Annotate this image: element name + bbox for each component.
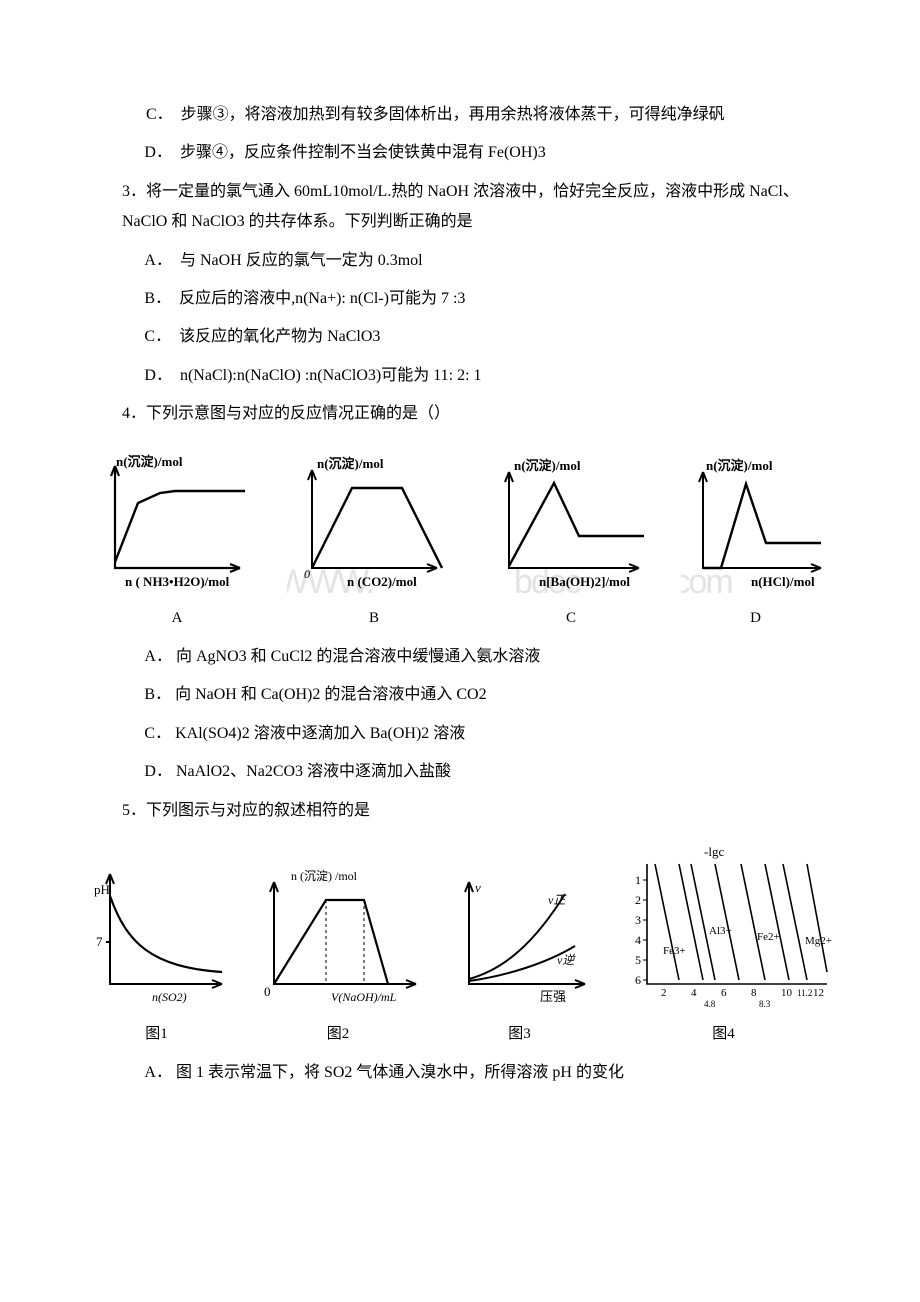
svg-text:5: 5 bbox=[635, 953, 641, 967]
svg-text:7: 7 bbox=[96, 934, 103, 949]
svg-text:10: 10 bbox=[781, 987, 793, 999]
q3-stem: 3．将一定量的氯气通入 60mL10mol/L.热的 NaOH 浓溶液中，恰好完… bbox=[90, 177, 830, 238]
q4-option-c: C． KAl(SO4)2 溶液中逐滴加入 Ba(OH)2 溶液 bbox=[90, 719, 830, 749]
svg-text:-lgc: -lgc bbox=[704, 844, 724, 859]
q4-chart-b-cap: B bbox=[369, 604, 379, 633]
q4-chart-d-cap: D bbox=[750, 604, 761, 633]
q4-option-a: A． 向 AgNO3 和 CuCl2 的混合溶液中缓慢通入氨水溶液 bbox=[90, 642, 830, 672]
q5-chart-row: pH 7 n(SO2) 图1 n (沉淀) /mol 0 V(NaOH)/mL … bbox=[90, 844, 830, 1049]
q4-chart-c: n(沉淀)/mol bdoc n[Ba(OH)2]/mol bbox=[484, 448, 659, 598]
svg-text:Fe3+: Fe3+ bbox=[663, 945, 686, 957]
q4-chart-d: n(沉淀)/mol x.com n(HCl)/mol bbox=[681, 448, 831, 598]
svg-text:v: v bbox=[475, 880, 481, 895]
q4-chart-a: n(沉淀)/mol n ( NH3•H2O)/mol bbox=[90, 448, 265, 598]
svg-text:n(SO2): n(SO2) bbox=[152, 990, 187, 1004]
q4-chart-a-cap: A bbox=[172, 604, 183, 633]
svg-text:n ( NH3•H2O)/mol: n ( NH3•H2O)/mol bbox=[125, 574, 230, 589]
svg-text:8: 8 bbox=[751, 987, 757, 999]
svg-text:4.8: 4.8 bbox=[704, 999, 716, 1009]
svg-text:2: 2 bbox=[661, 987, 667, 999]
q4-option-d: D． NaAlO2、Na2CO3 溶液中逐滴加入盐酸 bbox=[90, 757, 830, 787]
svg-text:8.3: 8.3 bbox=[759, 999, 771, 1009]
svg-text:n(沉淀)/mol: n(沉淀)/mol bbox=[317, 456, 384, 471]
svg-text:Fe2+: Fe2+ bbox=[757, 931, 780, 943]
q5-option-a: A． 图 1 表示常温下，将 SO2 气体通入溴水中，所得溶液 pH 的变化 bbox=[90, 1058, 830, 1088]
svg-text:12: 12 bbox=[813, 987, 824, 999]
svg-text:n(沉淀)/mol: n(沉淀)/mol bbox=[514, 458, 581, 473]
svg-text:v逆: v逆 bbox=[557, 953, 576, 967]
q5-chart-1: pH 7 n(SO2) bbox=[82, 864, 232, 1014]
q5-chart-3: v v正 v逆 压强 bbox=[445, 864, 595, 1014]
svg-text:n(HCl)/mol: n(HCl)/mol bbox=[751, 574, 815, 589]
svg-text:0: 0 bbox=[264, 984, 271, 999]
q4-chart-row: n(沉淀)/mol n ( NH3•H2O)/mol A n(沉淀)/mol W… bbox=[90, 448, 830, 633]
q2-option-c: C． 步骤③，将溶液加热到有较多固体析出，再用余热将液体蒸干，可得纯净绿矾 bbox=[90, 100, 830, 130]
q5-stem: 5．下列图示与对应的叙述相符的是 bbox=[90, 796, 830, 826]
svg-text:n[Ba(OH)2]/mol: n[Ba(OH)2]/mol bbox=[539, 574, 630, 589]
q3-option-c: C． 该反应的氧化产物为 NaClO3 bbox=[90, 322, 830, 352]
q5-chart-3-cap: 图3 bbox=[508, 1020, 531, 1049]
svg-text:v正: v正 bbox=[548, 893, 567, 907]
svg-text:4: 4 bbox=[691, 987, 697, 999]
svg-text:0: 0 bbox=[304, 567, 310, 581]
svg-text:1: 1 bbox=[635, 873, 641, 887]
q3-option-a: A． 与 NaOH 反应的氯气一定为 0.3mol bbox=[90, 246, 830, 276]
q4-chart-c-cap: C bbox=[566, 604, 576, 633]
svg-text:Mg2+: Mg2+ bbox=[805, 935, 832, 947]
svg-text:压强: 压强 bbox=[540, 989, 566, 1004]
svg-text:11.2: 11.2 bbox=[797, 988, 812, 998]
q3-option-d: D． n(NaCl):n(NaClO) :n(NaClO3)可能为 11: 2:… bbox=[90, 361, 830, 391]
svg-text:6: 6 bbox=[721, 987, 727, 999]
q5-chart-4-cap: 图4 bbox=[712, 1020, 735, 1049]
svg-text:3: 3 bbox=[635, 913, 641, 927]
q4-option-b: B． 向 NaOH 和 Ca(OH)2 的混合溶液中通入 CO2 bbox=[90, 680, 830, 710]
svg-text:n (沉淀) /mol: n (沉淀) /mol bbox=[291, 869, 358, 883]
q5-chart-1-cap: 图1 bbox=[145, 1020, 168, 1049]
q5-chart-2-cap: 图2 bbox=[327, 1020, 350, 1049]
svg-text:V(NaOH)/mL: V(NaOH)/mL bbox=[331, 990, 397, 1004]
svg-text:2: 2 bbox=[635, 893, 641, 907]
q2-option-d: D． 步骤④，反应条件控制不当会使铁黄中混有 Fe(OH)3 bbox=[90, 138, 830, 168]
svg-text:n(沉淀)/mol: n(沉淀)/mol bbox=[706, 458, 773, 473]
svg-text:Al3+: Al3+ bbox=[709, 925, 732, 937]
q5-chart-2: n (沉淀) /mol 0 V(NaOH)/mL bbox=[246, 864, 431, 1014]
q4-chart-b: n(沉淀)/mol WWW. 0 n (CO2)/mol bbox=[287, 448, 462, 598]
svg-text:4: 4 bbox=[635, 933, 641, 947]
svg-text:pH: pH bbox=[94, 882, 110, 897]
q5-chart-4: -lgc 1 2 3 4 5 6 2 bbox=[609, 844, 839, 1014]
q3-option-b: B． 反应后的溶液中,n(Na+): n(Cl-)可能为 7 :3 bbox=[90, 284, 830, 314]
svg-text:n (CO2)/mol: n (CO2)/mol bbox=[347, 574, 417, 589]
q4-stem: 4．下列示意图与对应的反应情况正确的是（） bbox=[90, 399, 830, 429]
svg-text:n(沉淀)/mol: n(沉淀)/mol bbox=[116, 454, 183, 469]
svg-text:6: 6 bbox=[635, 973, 641, 987]
